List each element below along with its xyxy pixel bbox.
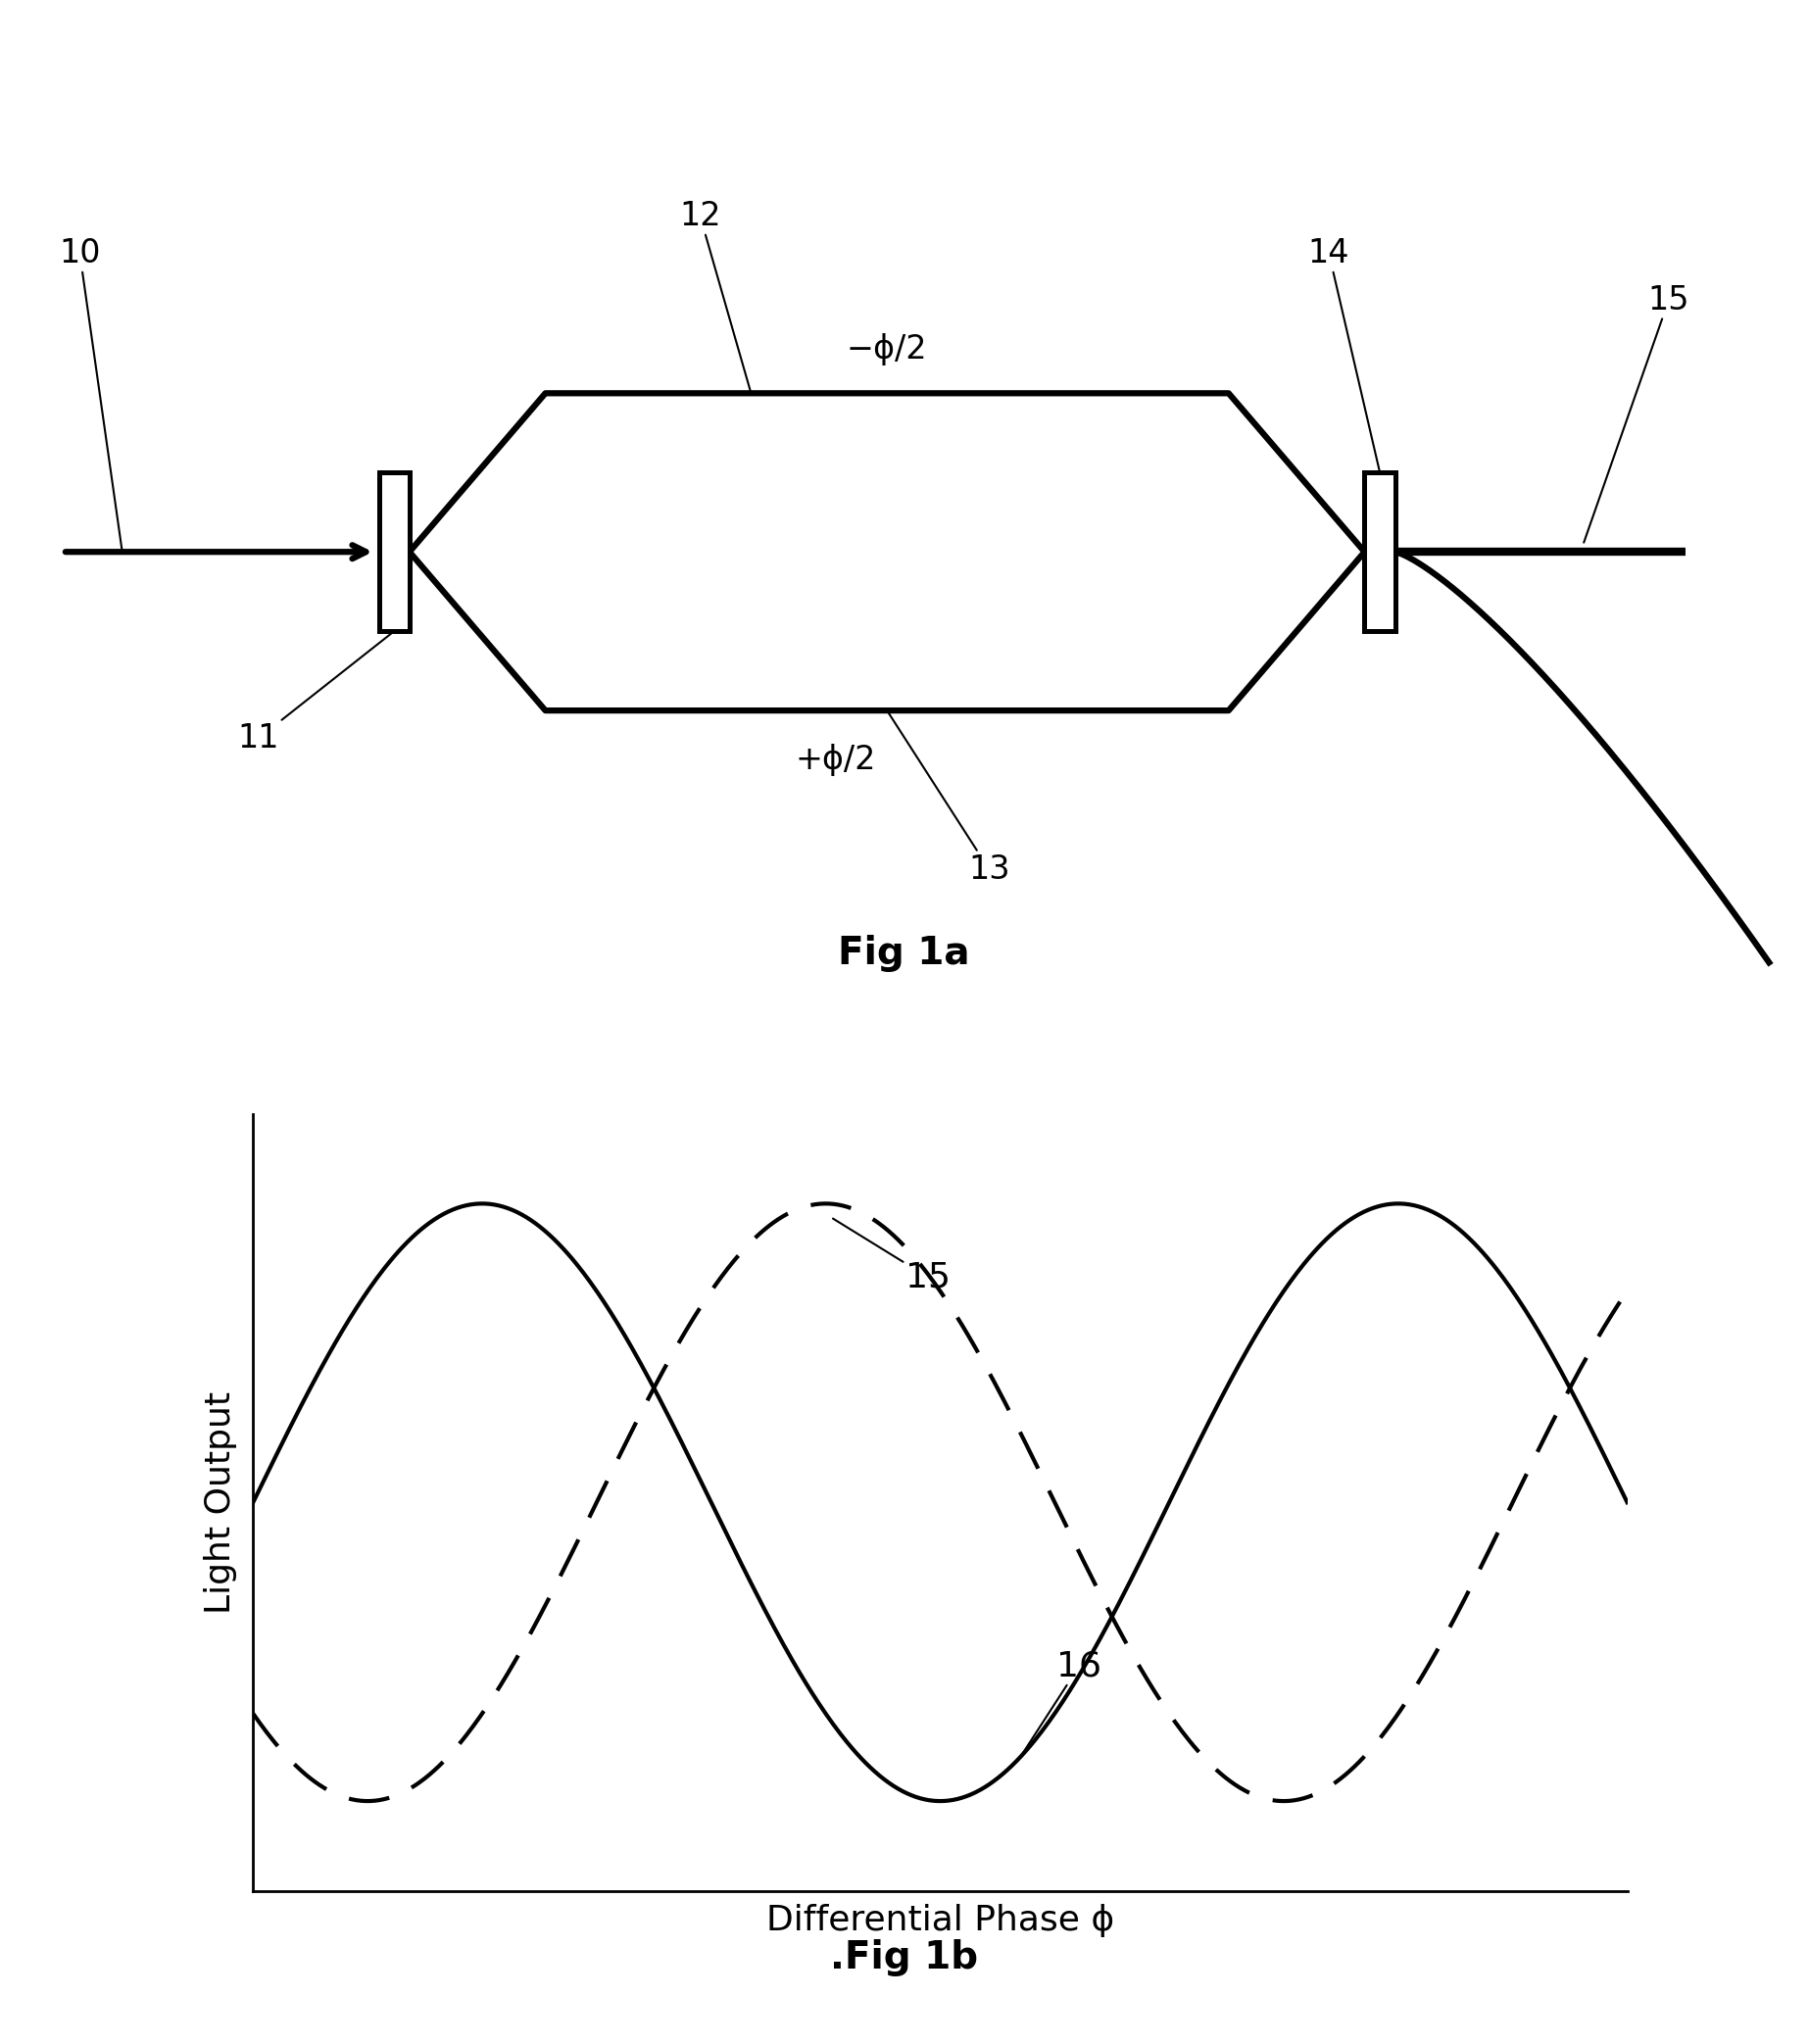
Text: 14: 14	[1307, 237, 1380, 472]
Text: Fig 1a: Fig 1a	[839, 934, 969, 971]
Bar	[1365, 472, 1396, 632]
Text: +ϕ/2: +ϕ/2	[796, 744, 877, 777]
Y-axis label: Light Output: Light Output	[204, 1392, 237, 1613]
Text: .Fig 1b: .Fig 1b	[830, 1940, 978, 1977]
Text: 15: 15	[833, 1218, 951, 1294]
Text: 12: 12	[680, 200, 750, 392]
X-axis label: Differential Phase ϕ: Differential Phase ϕ	[767, 1905, 1114, 1938]
Text: 10: 10	[60, 237, 123, 552]
Text: 11: 11	[237, 632, 394, 754]
Text: 16: 16	[1020, 1650, 1101, 1758]
Bar	[380, 472, 409, 632]
Text: 13: 13	[888, 711, 1011, 885]
Text: −ϕ/2: −ϕ/2	[846, 333, 928, 366]
Text: 15: 15	[1584, 284, 1690, 542]
